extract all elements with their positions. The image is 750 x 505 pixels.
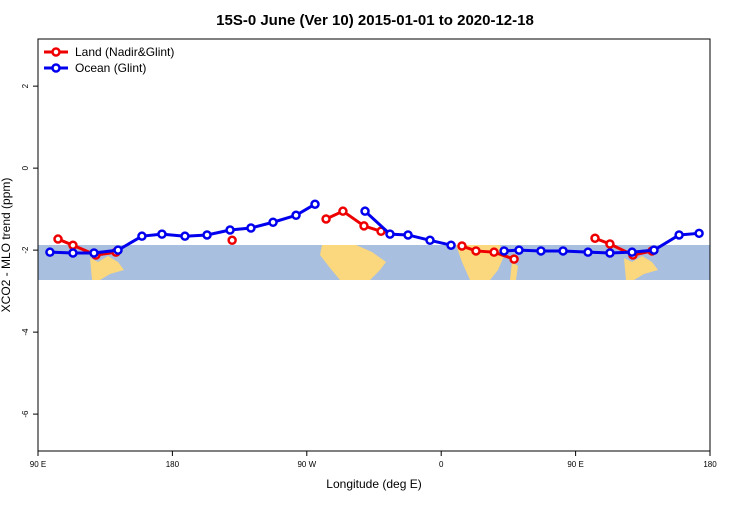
point	[425, 235, 435, 246]
point	[471, 246, 481, 256]
series	[45, 199, 704, 258]
x-tick-label: 90 E	[567, 460, 583, 469]
legend-marker	[51, 63, 61, 73]
point	[202, 230, 212, 240]
point	[89, 248, 99, 258]
point	[113, 245, 123, 255]
point	[53, 234, 63, 244]
y-tick-label: -4	[21, 328, 30, 336]
point	[225, 225, 235, 235]
point	[291, 210, 301, 221]
legend-label: Land (Nadir&Glint)	[75, 45, 174, 59]
x-tick-label: 90 W	[297, 460, 316, 469]
point	[45, 247, 55, 257]
plot-frame	[37, 38, 711, 452]
point	[227, 235, 237, 246]
y-tick-label: -6	[21, 410, 30, 418]
point	[694, 228, 704, 239]
point	[536, 246, 546, 256]
point	[605, 239, 615, 249]
y-tick-label: -2	[21, 246, 30, 254]
point	[310, 199, 320, 209]
series-line	[503, 231, 700, 255]
point	[385, 229, 395, 239]
point	[246, 223, 256, 233]
point	[605, 248, 615, 258]
point	[509, 254, 519, 264]
point	[403, 230, 413, 240]
y-axis-label: XCO2 - MLO trend (ppm)	[0, 178, 13, 313]
point	[674, 230, 684, 240]
point	[321, 214, 331, 224]
point	[590, 233, 600, 243]
x-tick-label: 180	[703, 460, 717, 469]
point	[627, 247, 637, 257]
map-land	[320, 245, 386, 280]
point	[359, 221, 369, 231]
series-line	[594, 236, 653, 257]
map-strip	[38, 245, 710, 280]
point	[514, 245, 524, 255]
point	[180, 231, 190, 241]
legend-marker	[51, 47, 61, 57]
point	[157, 229, 167, 239]
point	[558, 246, 568, 256]
y-tick-label: 2	[21, 83, 30, 88]
legend-label: Ocean (Glint)	[75, 61, 146, 75]
map-land	[510, 262, 518, 280]
x-axis-label: Longitude (deg E)	[326, 477, 421, 491]
x-tick-label: 0	[439, 460, 444, 469]
point	[268, 217, 278, 227]
point	[649, 245, 659, 255]
point	[68, 248, 78, 258]
series-line	[57, 237, 117, 257]
chart-title: 15S-0 June (Ver 10) 2015-01-01 to 2020-1…	[216, 12, 534, 29]
point	[338, 206, 348, 216]
point	[499, 246, 509, 256]
map-land	[624, 256, 658, 280]
point	[360, 206, 370, 216]
point	[68, 240, 78, 250]
series-line	[325, 209, 382, 233]
point	[446, 240, 456, 250]
x-tick-label: 180	[166, 460, 180, 469]
point	[489, 247, 499, 257]
point	[583, 247, 593, 257]
point	[137, 231, 147, 241]
point	[457, 241, 467, 251]
map-land	[90, 256, 124, 280]
y-tick-label: 0	[21, 165, 30, 170]
x-tick-label: 90 E	[30, 460, 46, 469]
